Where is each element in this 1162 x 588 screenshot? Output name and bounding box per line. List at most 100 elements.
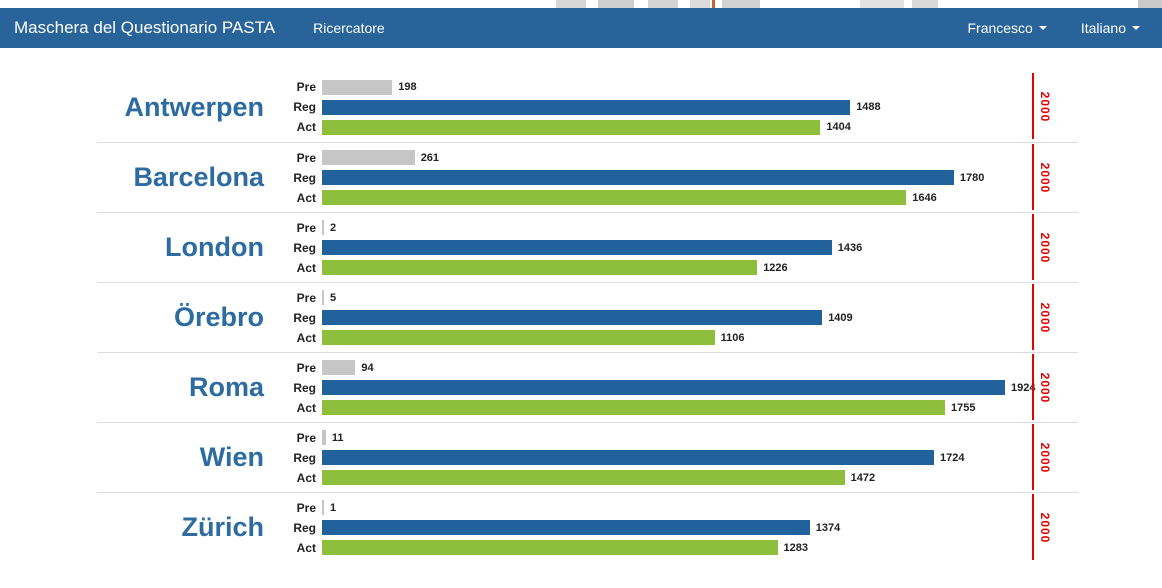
series-label: Reg: [293, 520, 316, 535]
chart-group: Wien Pre 11 Reg 1724 Act 1472 2000: [97, 422, 1078, 492]
reference-line: [1032, 423, 1034, 490]
bar-reg: [322, 240, 832, 255]
bar-rows: Pre 1 Reg 1374 Act 1283 2000: [272, 493, 1078, 560]
app-title[interactable]: Maschera del Questionario PASTA: [14, 18, 276, 37]
city-label: Barcelona: [133, 162, 264, 192]
bar-row-pre: Pre 5: [272, 288, 1078, 308]
reference-line-label: 2000: [1038, 442, 1052, 473]
bar-value: 1755: [951, 401, 976, 414]
bar-act: [322, 260, 758, 275]
reference-line: [1032, 73, 1034, 139]
bar-rows: Pre 94 Reg 1924 Act 1755 2000: [272, 353, 1078, 420]
bar-value: 1: [330, 501, 337, 514]
bar-reg: [322, 520, 810, 535]
city-label: Wien: [199, 442, 264, 472]
bar-pre: [322, 220, 324, 235]
reference-line: [1032, 493, 1034, 560]
bar-rows: Pre 2 Reg 1436 Act 1226 2000: [272, 213, 1078, 280]
page-background-strip: [0, 0, 1162, 8]
reference-line-label: 2000: [1038, 232, 1052, 263]
series-label: Pre: [296, 500, 316, 515]
series-label: Reg: [293, 450, 316, 465]
bar-value: 198: [398, 81, 417, 93]
bar-reg: [322, 380, 1005, 395]
bar-pre: [322, 360, 356, 375]
user-menu-label: Francesco: [967, 20, 1033, 36]
bar-row-pre: Pre 198: [272, 77, 1078, 97]
bar-act: [322, 400, 945, 415]
navbar: Maschera del Questionario PASTA Ricercat…: [0, 8, 1162, 48]
bar-row-reg: Reg 1488: [272, 97, 1078, 117]
bar-value: 1780: [959, 171, 985, 184]
reference-line: [1032, 143, 1034, 210]
bar-act: [322, 190, 907, 205]
bar-value: 1106: [720, 331, 745, 344]
series-label: Act: [296, 190, 316, 205]
chart-group: Barcelona Pre 261 Reg 1780 Act 1646 2000: [97, 142, 1078, 212]
bar-rows: Pre 5 Reg 1409 Act 1106 2000: [272, 283, 1078, 350]
caret-down-icon: [1038, 26, 1047, 30]
bar-row-act: Act 1106: [272, 328, 1078, 348]
bar-value: 1283: [783, 541, 808, 554]
series-label: Reg: [293, 380, 316, 395]
bar-row-act: Act 1755: [272, 398, 1078, 418]
bar-pre: [322, 290, 324, 305]
bar-pre: [322, 150, 415, 165]
reference-line: [1032, 213, 1034, 280]
reference-line: [1032, 283, 1034, 350]
bar-row-act: Act 1226: [272, 258, 1078, 278]
questionnaire-bar-chart: Antwerpen Pre 198 Reg 1488 Act 1404 2000 Barce…: [97, 72, 1078, 562]
bar-pre: [322, 79, 393, 95]
series-label: Pre: [296, 360, 316, 375]
bar-row-act: Act 1283: [272, 538, 1078, 558]
bar-rows: Pre 261 Reg 1780 Act 1646 2000: [272, 143, 1078, 210]
reference-line-label: 2000: [1038, 302, 1052, 333]
bar-value: 1488: [856, 101, 881, 113]
bar-value: 1924: [1011, 381, 1036, 394]
bar-row-act: Act 1646: [272, 188, 1078, 208]
series-label: Act: [296, 540, 316, 555]
bar-reg: [322, 450, 934, 465]
bar-value: 94: [361, 361, 374, 374]
language-menu[interactable]: Italiano: [1081, 20, 1140, 36]
background-fragment: [1138, 0, 1162, 8]
bar-value: 5: [330, 291, 337, 304]
nav-item-ricercatore[interactable]: Ricercatore: [313, 20, 385, 36]
bar-row-reg: Reg 1374: [272, 518, 1078, 538]
chart-group: Antwerpen Pre 198 Reg 1488 Act 1404 2000: [97, 72, 1078, 142]
background-fragment: [712, 0, 715, 8]
series-label: Pre: [296, 220, 316, 235]
user-menu[interactable]: Francesco: [967, 20, 1047, 36]
bar-value: 1724: [940, 451, 965, 464]
background-fragment: [912, 0, 938, 8]
chart-group: Zürich Pre 1 Reg 1374 Act 1283 2000: [97, 492, 1078, 562]
series-label: Pre: [296, 290, 316, 305]
city-label: Örebro: [173, 302, 264, 332]
bar-row-pre: Pre 94: [272, 358, 1078, 378]
bar-act: [322, 330, 715, 345]
bar-value: 1374: [815, 521, 841, 534]
bar-act: [322, 540, 778, 555]
series-label: Pre: [296, 80, 316, 94]
bar-value: 2: [330, 221, 337, 234]
bar-row-reg: Reg 1724: [272, 448, 1078, 468]
bar-rows: Pre 198 Reg 1488 Act 1404 2000: [272, 73, 1078, 139]
background-fragment: [722, 0, 760, 8]
bar-value: 1226: [763, 261, 788, 274]
background-fragment: [598, 0, 634, 8]
reference-line-label: 2000: [1038, 162, 1052, 193]
series-label: Reg: [293, 170, 316, 185]
bar-row-reg: Reg 1409: [272, 308, 1078, 328]
city-label: London: [165, 232, 264, 262]
series-label: Reg: [293, 240, 316, 255]
bar-rows: Pre 11 Reg 1724 Act 1472 2000: [272, 423, 1078, 490]
chart-group: London Pre 2 Reg 1436 Act 1226 2000: [97, 212, 1078, 282]
bar-row-reg: Reg 1780: [272, 168, 1078, 188]
bar-row-act: Act 1472: [272, 468, 1078, 488]
city-label: Antwerpen: [124, 91, 264, 122]
bar-reg: [322, 99, 851, 115]
reference-line-label: 2000: [1038, 512, 1052, 543]
series-label: Reg: [293, 310, 316, 325]
city-label: Zürich: [181, 512, 264, 542]
bar-pre: [322, 430, 326, 445]
